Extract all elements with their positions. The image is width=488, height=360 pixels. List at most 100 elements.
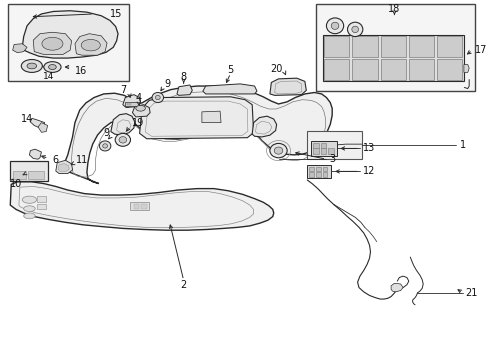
Bar — [322, 167, 327, 171]
Ellipse shape — [81, 40, 100, 51]
Text: 9: 9 — [103, 129, 110, 138]
Polygon shape — [29, 149, 41, 159]
Text: 19: 19 — [132, 118, 144, 128]
Text: 17: 17 — [474, 45, 487, 55]
Bar — [322, 172, 327, 177]
Polygon shape — [111, 114, 135, 135]
Text: 11: 11 — [76, 155, 88, 165]
Polygon shape — [203, 84, 257, 94]
Ellipse shape — [115, 134, 130, 146]
Polygon shape — [33, 32, 71, 54]
Bar — [13, 171, 26, 179]
Bar — [306, 165, 330, 178]
Bar — [324, 59, 349, 80]
Polygon shape — [140, 97, 253, 139]
Ellipse shape — [42, 37, 63, 50]
Text: 7: 7 — [120, 85, 126, 95]
Bar — [310, 141, 337, 156]
Ellipse shape — [330, 22, 338, 30]
Bar — [37, 196, 46, 202]
Polygon shape — [38, 123, 47, 132]
Bar — [380, 59, 405, 80]
Bar — [308, 172, 313, 177]
Polygon shape — [10, 182, 273, 230]
Bar — [8, 4, 129, 81]
Text: 18: 18 — [387, 4, 400, 14]
Text: 13: 13 — [362, 143, 374, 153]
Text: 10: 10 — [10, 179, 22, 189]
Bar — [408, 36, 433, 57]
Ellipse shape — [347, 22, 362, 37]
Bar — [408, 59, 433, 80]
Bar — [315, 172, 320, 177]
Polygon shape — [30, 118, 45, 130]
Bar — [134, 204, 139, 209]
Bar — [306, 131, 362, 159]
Ellipse shape — [48, 64, 56, 69]
Polygon shape — [62, 86, 331, 184]
Ellipse shape — [274, 147, 282, 154]
Text: 3: 3 — [328, 154, 334, 164]
Ellipse shape — [155, 95, 160, 100]
Ellipse shape — [99, 141, 111, 151]
Text: 6: 6 — [52, 155, 59, 165]
Text: 20: 20 — [269, 64, 282, 74]
Ellipse shape — [27, 63, 37, 69]
Text: 8: 8 — [180, 72, 186, 82]
Ellipse shape — [351, 26, 358, 33]
Text: 5: 5 — [227, 65, 233, 75]
Bar — [312, 148, 318, 154]
Polygon shape — [463, 64, 468, 72]
Polygon shape — [132, 105, 150, 117]
Bar — [125, 102, 139, 107]
Text: 12: 12 — [362, 166, 374, 176]
Bar — [322, 35, 463, 81]
Bar — [327, 148, 333, 154]
Polygon shape — [252, 116, 276, 137]
Bar — [130, 202, 149, 211]
Bar — [315, 167, 320, 171]
Text: 4: 4 — [135, 93, 142, 103]
Text: 16: 16 — [75, 66, 87, 76]
Ellipse shape — [23, 213, 35, 219]
Bar — [126, 103, 130, 105]
Bar — [380, 36, 405, 57]
Ellipse shape — [136, 105, 145, 111]
Polygon shape — [269, 78, 305, 95]
Ellipse shape — [21, 59, 42, 72]
Text: 15: 15 — [110, 9, 122, 19]
Polygon shape — [56, 160, 72, 174]
Ellipse shape — [152, 93, 163, 103]
Ellipse shape — [44, 62, 61, 72]
Bar — [315, 4, 474, 91]
Bar — [312, 143, 318, 148]
Polygon shape — [75, 34, 107, 55]
Bar — [436, 36, 462, 57]
Polygon shape — [202, 111, 221, 123]
Bar — [324, 36, 349, 57]
Text: 21: 21 — [465, 288, 477, 298]
Bar — [436, 59, 462, 80]
Text: 14: 14 — [21, 114, 33, 124]
Ellipse shape — [119, 136, 126, 143]
Polygon shape — [58, 163, 69, 171]
Bar — [320, 148, 326, 154]
Bar — [351, 59, 377, 80]
Polygon shape — [177, 85, 192, 95]
Bar — [37, 204, 46, 209]
Bar — [141, 204, 146, 209]
Text: 1: 1 — [459, 140, 465, 150]
Text: 2: 2 — [180, 280, 186, 290]
Polygon shape — [22, 11, 118, 58]
Text: 14: 14 — [43, 72, 54, 81]
Bar — [320, 143, 326, 148]
Ellipse shape — [326, 18, 343, 34]
Bar — [10, 161, 47, 181]
Bar — [351, 36, 377, 57]
Ellipse shape — [22, 196, 37, 203]
Bar — [308, 167, 313, 171]
Polygon shape — [13, 44, 27, 53]
Ellipse shape — [269, 143, 286, 158]
Polygon shape — [122, 95, 140, 108]
Text: 9: 9 — [164, 79, 170, 89]
